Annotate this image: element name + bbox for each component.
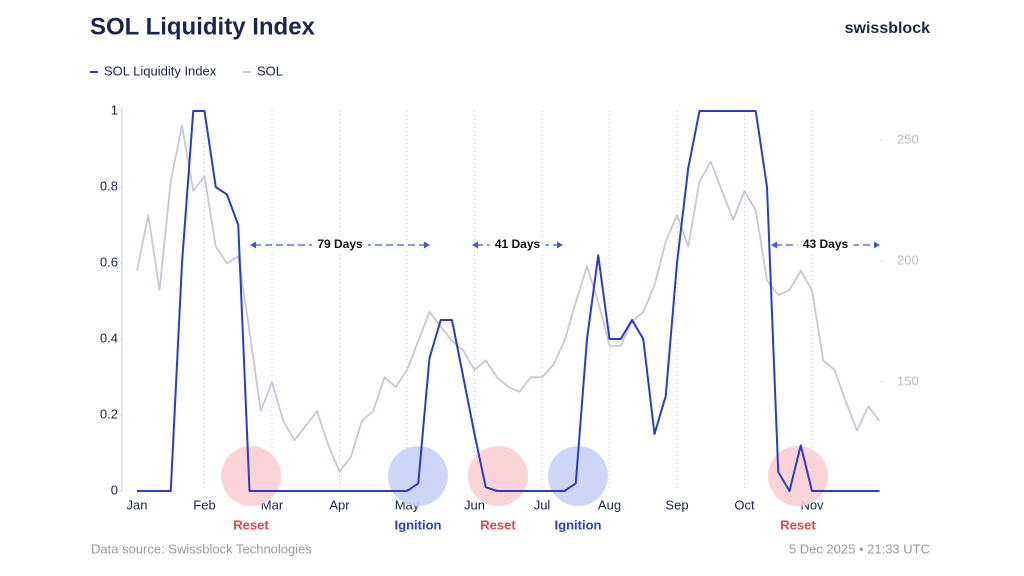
annotation: 41 Days — [495, 237, 541, 251]
brand: swissblock — [845, 20, 930, 37]
legend-label: SOL Liquidity Index — [104, 63, 217, 78]
marker-circle — [221, 446, 281, 506]
y2-tick-label: 250 — [897, 131, 919, 146]
x-tick-label: Oct — [734, 497, 755, 512]
annotation-bg — [489, 237, 546, 253]
y-tick-label: 0 — [111, 482, 118, 497]
y-tick-label: 0.6 — [100, 254, 118, 269]
x-tick-label: Aug — [598, 497, 621, 512]
series-line — [136, 124, 881, 473]
marker-label: Reset — [480, 517, 516, 532]
annotation-bg — [797, 237, 854, 253]
y-tick-label: 0.2 — [100, 406, 118, 421]
y-tick-label: 1 — [111, 102, 118, 117]
annotation: 79 Days — [317, 237, 363, 251]
x-tick-label: Sep — [665, 497, 688, 512]
source: Data source: Swissblock Technologies — [91, 541, 312, 556]
chart-title: SOL Liquidity Index — [90, 13, 316, 40]
series-line — [137, 110, 880, 492]
y-tick-label: 0.8 — [100, 178, 118, 193]
annotation-bg — [312, 237, 368, 253]
marker-circle — [468, 446, 528, 506]
y-tick-label: 0.4 — [100, 330, 118, 345]
x-tick-label: Jan — [127, 497, 148, 512]
marker-label: Reset — [780, 517, 816, 532]
x-tick-label: Feb — [193, 497, 215, 512]
timestamp: 5 Dec 2025 • 21:33 UTC — [789, 541, 930, 556]
legend-label: SOL — [257, 63, 283, 78]
marker-label: Ignition — [395, 517, 442, 532]
x-tick-label: Apr — [329, 497, 350, 512]
x-tick-label: Jun — [464, 497, 485, 512]
marker-label: Ignition — [555, 517, 602, 532]
marker-label: Reset — [233, 517, 269, 532]
x-tick-label: Jul — [534, 497, 551, 512]
y2-tick-label: 150 — [897, 374, 919, 389]
y2-tick-label: 200 — [897, 253, 919, 268]
annotation: 43 Days — [803, 237, 849, 251]
